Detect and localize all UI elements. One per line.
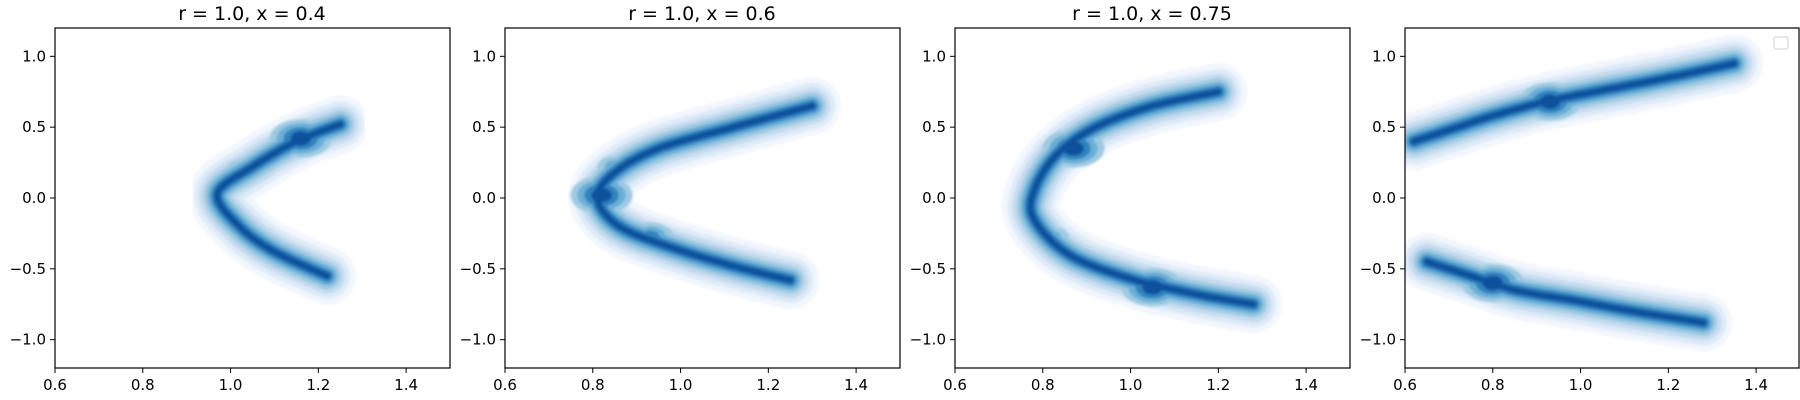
panel-4-axes: 0.6 0.8 1.0 1.2 1.4 −1.0 −0.5 0.0 0.5 1.0 <box>1360 47 1768 394</box>
panel-4: 0.6 0.8 1.0 1.2 1.4 −1.0 −0.5 0.0 0.5 1.0 <box>1360 27 1800 394</box>
x-tick-label: 1.2 <box>306 376 330 394</box>
panel-3-title: r = 1.0, x = 0.75 <box>1072 3 1232 25</box>
panel-1-axes: 0.6 0.8 1.0 1.2 1.4 −1.0 −0.5 0.0 0.5 1.0 <box>10 47 418 394</box>
density-peak <box>591 188 612 203</box>
panel-4-legend-box <box>1773 36 1789 50</box>
y-tick-label: 1.0 <box>922 47 946 65</box>
x-tick-label: 1.2 <box>1656 376 1680 394</box>
x-tick-label: 0.8 <box>131 376 155 394</box>
y-tick-label: 1.0 <box>22 47 46 65</box>
x-tick-label: 0.6 <box>1393 376 1417 394</box>
panel-1-density <box>188 95 370 305</box>
x-tick-label: 1.0 <box>669 376 693 394</box>
y-tick-label: −1.0 <box>10 331 46 349</box>
x-tick-label: 0.6 <box>493 376 517 394</box>
x-tick-label: 0.6 <box>43 376 67 394</box>
y-tick-label: 0.0 <box>922 189 946 207</box>
panel-2-frame <box>504 27 901 369</box>
x-tick-label: 1.4 <box>1744 376 1768 394</box>
x-tick-label: 1.4 <box>1294 376 1318 394</box>
y-tick-label: 0.5 <box>472 118 496 136</box>
y-tick-label: 0.0 <box>472 189 496 207</box>
y-tick-label: −1.0 <box>460 331 496 349</box>
x-tick-label: 1.4 <box>844 376 868 394</box>
panel-1: r = 1.0, x = 0.4 0.6 0.8 1.0 1.2 1.4 −1.0 −0.5… <box>10 3 451 394</box>
x-tick-label: 0.6 <box>943 376 967 394</box>
panel-2: r = 1.0, x = 0.6 0.6 0.8 1.0 1.2 1.4 −1.0 −0.5… <box>460 3 901 394</box>
density-level-7 <box>1410 60 1738 326</box>
y-tick-label: 0.5 <box>1372 118 1396 136</box>
y-tick-label: 0.0 <box>1372 189 1396 207</box>
panel-3: r = 1.0, x = 0.75 0.6 0.8 1.0 1.2 1.4 −1.0 −0.… <box>910 3 1351 394</box>
panel-3-axes: 0.6 0.8 1.0 1.2 1.4 −1.0 −0.5 0.0 0.5 1.0 <box>910 47 1318 394</box>
panel-2-axes: 0.6 0.8 1.0 1.2 1.4 −1.0 −0.5 0.0 0.5 1.0 <box>460 47 868 394</box>
panel-2-density <box>568 76 842 310</box>
x-tick-label: 1.2 <box>756 376 780 394</box>
x-tick-label: 1.4 <box>394 376 418 394</box>
panel-3-density <box>1001 62 1283 334</box>
density-peak <box>1063 141 1084 156</box>
y-tick-label: 1.0 <box>472 47 496 65</box>
y-tick-label: −0.5 <box>10 260 46 278</box>
density-level-7 <box>591 102 816 284</box>
y-tick-label: 1.0 <box>1372 47 1396 65</box>
density-band <box>1027 88 1257 308</box>
x-tick-label: 0.8 <box>1481 376 1505 394</box>
panel-4-density <box>1405 34 1764 352</box>
x-tick-label: 1.2 <box>1206 376 1230 394</box>
y-tick-label: 0.5 <box>22 118 46 136</box>
x-tick-label: 1.0 <box>1119 376 1143 394</box>
y-tick-label: −0.5 <box>1360 260 1396 278</box>
density-peak <box>1482 276 1503 290</box>
density-peak <box>1142 280 1163 295</box>
density-band <box>1423 258 1707 326</box>
x-tick-label: 1.0 <box>219 376 243 394</box>
density-peak <box>290 131 311 146</box>
density-level-7 <box>214 121 344 279</box>
y-tick-label: −1.0 <box>910 331 946 349</box>
x-tick-label: 1.0 <box>1569 376 1593 394</box>
y-tick-label: −0.5 <box>910 260 946 278</box>
x-tick-label: 0.8 <box>581 376 605 394</box>
panel-2-title: r = 1.0, x = 0.6 <box>628 3 776 25</box>
density-peak <box>1539 94 1560 109</box>
y-tick-label: 0.5 <box>922 118 946 136</box>
y-tick-label: −1.0 <box>1360 331 1396 349</box>
y-tick-label: 0.0 <box>22 189 46 207</box>
density-level-7 <box>1027 88 1257 308</box>
panel-1-title: r = 1.0, x = 0.4 <box>178 3 326 25</box>
y-tick-label: −0.5 <box>460 260 496 278</box>
x-tick-label: 0.8 <box>1031 376 1055 394</box>
